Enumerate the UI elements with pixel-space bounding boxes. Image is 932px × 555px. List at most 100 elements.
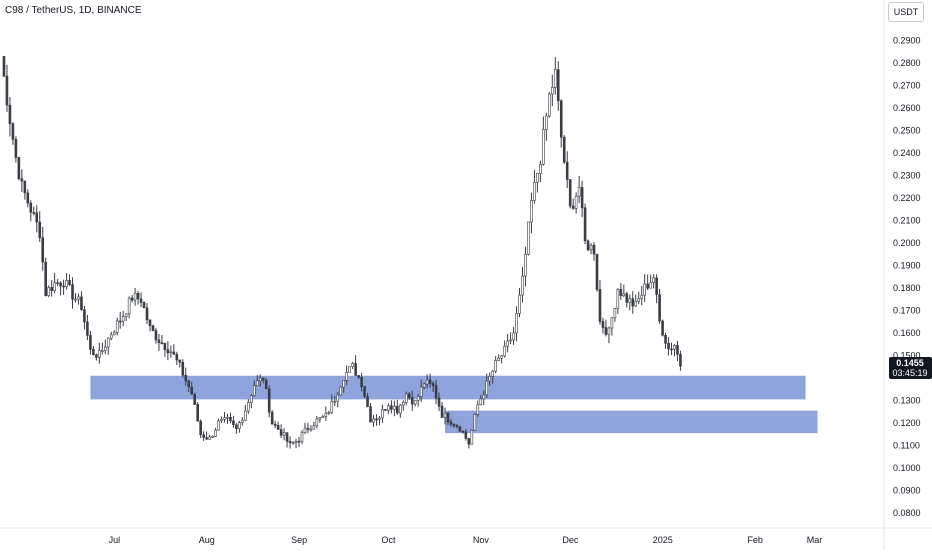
candle-body	[124, 313, 128, 318]
candle	[68, 274, 71, 286]
last-price-tag-box	[889, 357, 932, 379]
candle-body	[384, 408, 387, 411]
candle	[250, 393, 253, 409]
price-tick-label: 0.2900	[893, 36, 921, 46]
candle	[598, 279, 602, 325]
time-tick-label: Feb	[747, 535, 763, 545]
candle-body	[369, 406, 372, 423]
candle	[71, 277, 74, 309]
candle-body	[485, 380, 489, 396]
candle	[485, 373, 489, 398]
candle	[440, 401, 444, 418]
candle-body	[396, 405, 399, 414]
candle	[524, 246, 527, 287]
candle	[199, 419, 202, 438]
candle	[363, 385, 366, 399]
candle-body	[38, 221, 42, 238]
candle	[476, 400, 480, 417]
candle-body	[232, 420, 235, 426]
candle-body	[673, 344, 676, 350]
candle-body	[288, 441, 292, 444]
candle	[574, 192, 578, 214]
candle	[306, 422, 310, 434]
currency-button[interactable]: USDT	[888, 2, 924, 22]
candle-body	[491, 370, 495, 377]
candle-body	[655, 277, 658, 295]
candle	[95, 353, 98, 361]
candle-body	[163, 342, 167, 350]
support-zone-2	[445, 410, 818, 434]
candle-body	[550, 87, 554, 95]
candle	[193, 392, 196, 406]
candle	[503, 340, 506, 358]
candle	[190, 381, 194, 395]
candle	[300, 430, 304, 445]
candle	[285, 432, 289, 448]
candle-body	[211, 436, 214, 438]
price-axis[interactable]: 0.2900 0.2800 0.2700 0.2600 0.2500 0.2400 0.23…	[893, 36, 921, 519]
candle-body	[300, 432, 304, 442]
candle	[282, 428, 286, 441]
candle-body	[2, 56, 6, 77]
candle	[324, 406, 328, 421]
candle	[166, 341, 170, 361]
candle-body	[586, 240, 590, 251]
candle	[86, 315, 89, 341]
candle	[533, 169, 536, 204]
candle-body	[518, 294, 521, 314]
candle-body	[607, 327, 611, 335]
time-tick-label: Jul	[109, 535, 121, 545]
candle	[217, 418, 220, 431]
candle-body	[29, 202, 33, 213]
candle	[253, 380, 256, 398]
candle	[619, 282, 623, 300]
candle-body	[652, 277, 655, 283]
candle	[410, 390, 414, 411]
candle	[181, 359, 185, 378]
candle-body	[8, 104, 12, 124]
candle-body	[5, 75, 9, 106]
candle-body	[488, 376, 492, 382]
candle	[333, 395, 337, 407]
price-tick-label: 0.2100	[893, 216, 921, 226]
price-tick-label: 0.1300	[893, 396, 921, 406]
candle	[366, 392, 369, 408]
candle-body	[589, 244, 593, 251]
candle	[646, 274, 649, 291]
candle-body	[89, 335, 92, 350]
candle	[396, 399, 399, 415]
candle	[288, 436, 292, 449]
candle-body	[545, 115, 548, 130]
candle-body	[583, 207, 587, 242]
candle	[470, 429, 474, 445]
candle-body	[229, 416, 232, 422]
candle-body	[172, 351, 176, 355]
candle	[20, 169, 24, 192]
candle-body	[23, 180, 27, 194]
candle-body	[258, 377, 262, 382]
candle-body	[80, 296, 83, 310]
candle	[220, 416, 223, 423]
candle-body	[434, 385, 438, 399]
candle	[553, 57, 557, 95]
candle-body	[291, 442, 295, 444]
price-tick-label: 0.2700	[893, 81, 921, 91]
candle	[178, 359, 182, 368]
candle-body	[679, 353, 682, 367]
candle	[586, 239, 590, 252]
candle	[315, 415, 319, 429]
price-tick-label: 0.0800	[893, 508, 921, 518]
candle-body	[562, 136, 566, 163]
candle-body	[217, 420, 220, 431]
candle-body	[509, 339, 512, 342]
candle-body	[458, 426, 462, 432]
time-axis[interactable]: Jul Aug Sep Oct Nov Dec 2025 Feb Mar	[109, 535, 823, 545]
candle	[434, 379, 438, 405]
candle-body	[83, 309, 86, 323]
candle-body	[109, 334, 113, 339]
candle-body	[446, 412, 450, 423]
candle-body	[264, 379, 268, 390]
candle	[124, 313, 128, 322]
candle	[509, 332, 512, 345]
